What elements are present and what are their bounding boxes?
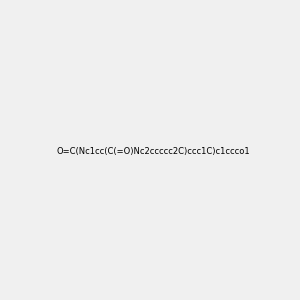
Text: O=C(Nc1cc(C(=O)Nc2ccccc2C)ccc1C)c1ccco1: O=C(Nc1cc(C(=O)Nc2ccccc2C)ccc1C)c1ccco1: [57, 147, 250, 156]
